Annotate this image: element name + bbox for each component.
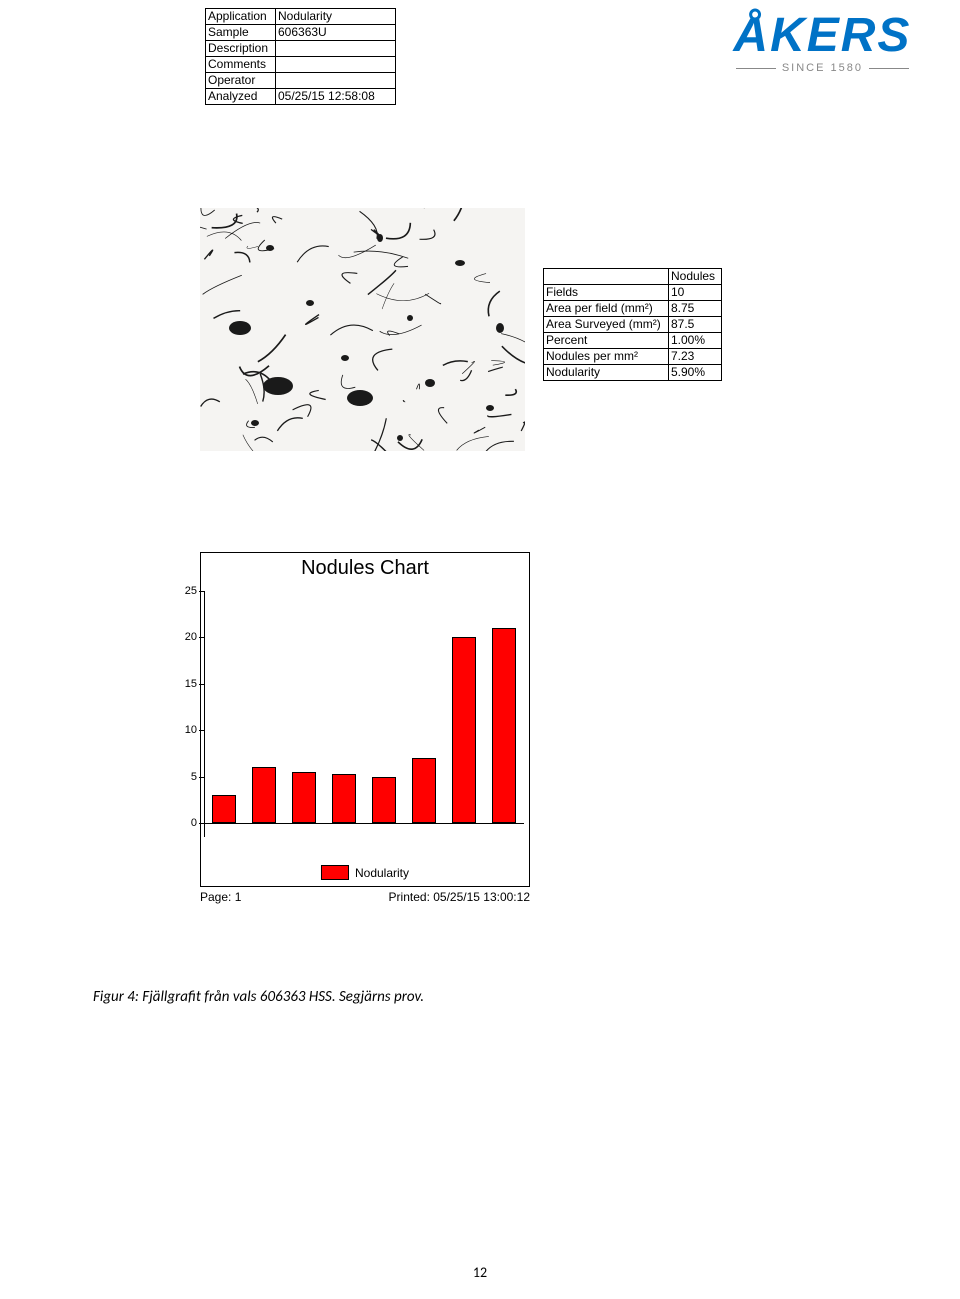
results-table: Nodules Fields10 Area per field (mm²)8.7… <box>543 268 722 381</box>
results-value: 87.5 <box>669 317 722 333</box>
meta-label: Analyzed <box>206 89 276 105</box>
chart-bar <box>292 772 317 823</box>
chart-bar <box>492 628 517 823</box>
chart-legend: Nodularity <box>321 865 409 880</box>
chart-bar <box>452 637 477 823</box>
results-label: Nodularity <box>544 365 669 381</box>
meta-value: 606363U <box>276 25 396 41</box>
chart-y-tick: 25 <box>175 585 197 597</box>
chart-bar <box>412 758 437 823</box>
meta-label: Sample <box>206 25 276 41</box>
meta-label: Description <box>206 41 276 57</box>
brand-tagline: SINCE 1580 <box>730 62 915 74</box>
legend-label: Nodularity <box>355 866 409 880</box>
figure-caption: Figur 4: Fjällgrafit från vals 606363 HS… <box>93 988 424 1006</box>
chart-y-tick: 20 <box>175 631 197 643</box>
results-label: Percent <box>544 333 669 349</box>
chart-page-label: Page: 1 <box>200 890 241 904</box>
results-value: 1.00% <box>669 333 722 349</box>
meta-value <box>276 41 396 57</box>
meta-value: 05/25/15 12:58:08 <box>276 89 396 105</box>
chart-y-tick: 15 <box>175 678 197 690</box>
chart-y-axis-line <box>204 591 205 837</box>
results-value: 7.23 <box>669 349 722 365</box>
meta-label: Application <box>206 9 276 25</box>
chart-y-tick: 5 <box>175 771 197 783</box>
results-header-blank <box>544 269 669 285</box>
chart-y-tick: 0 <box>175 817 197 829</box>
meta-value <box>276 73 396 89</box>
brand-name: ÅKERS <box>730 12 915 60</box>
results-label: Area per field (mm²) <box>544 301 669 317</box>
chart-bar <box>332 774 357 823</box>
meta-label: Comments <box>206 57 276 73</box>
chart-y-axis: 0510152025 <box>175 591 197 837</box>
meta-value: Nodularity <box>276 9 396 25</box>
results-label: Fields <box>544 285 669 301</box>
results-label: Area Surveyed (mm²) <box>544 317 669 333</box>
results-header: Nodules <box>669 269 722 285</box>
chart-title: Nodules Chart <box>201 557 529 580</box>
chart-footer: Page: 1 Printed: 05/25/15 13:00:12 <box>200 890 530 904</box>
chart-bar <box>372 777 397 823</box>
results-value: 10 <box>669 285 722 301</box>
results-value: 8.75 <box>669 301 722 317</box>
chart-y-tick: 10 <box>175 724 197 736</box>
results-value: 5.90% <box>669 365 722 381</box>
meta-value <box>276 57 396 73</box>
metadata-table: ApplicationNodularity Sample606363U Desc… <box>205 8 396 105</box>
legend-swatch <box>321 865 349 880</box>
results-label: Nodules per mm² <box>544 349 669 365</box>
page-number: 12 <box>473 1264 487 1281</box>
chart-x-axis-line <box>204 823 524 824</box>
chart-bar <box>212 795 237 823</box>
chart-plot-area <box>204 591 524 837</box>
micrograph-image <box>200 208 525 451</box>
brand-logo: ÅKERS SINCE 1580 <box>730 12 915 74</box>
nodules-chart: Nodules Chart 0510152025 Nodularity <box>200 552 530 887</box>
chart-printed-label: Printed: 05/25/15 13:00:12 <box>389 890 530 904</box>
chart-bar <box>252 767 277 823</box>
meta-label: Operator <box>206 73 276 89</box>
